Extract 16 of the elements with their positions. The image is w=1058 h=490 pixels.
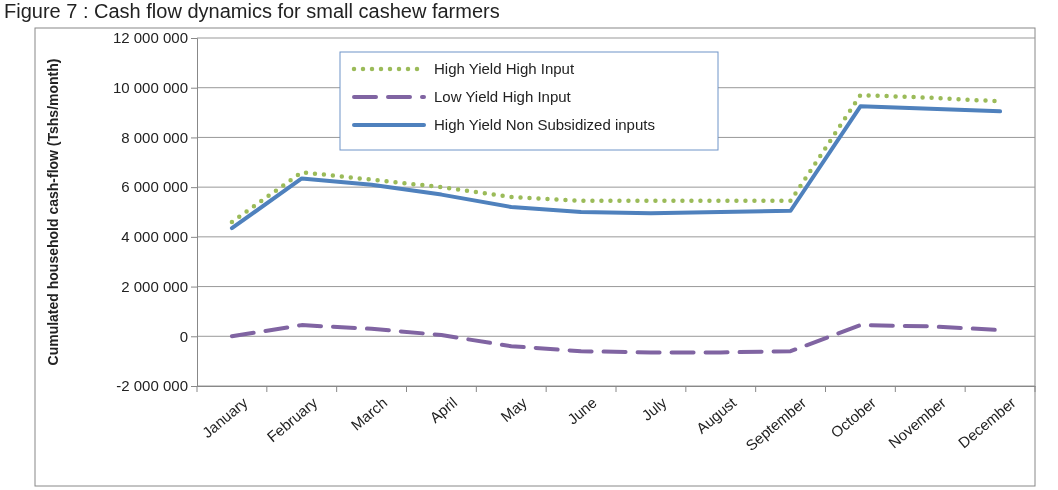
y-tick-label: 8 000 000 <box>121 128 188 146</box>
legend-label: High Yield Non Subsidized inputs <box>434 116 655 133</box>
y-tick-label: 4 000 000 <box>121 228 188 246</box>
chart-title: Figure 7 : Cash flow dynamics for small cashew farmers <box>4 0 500 22</box>
y-tick-label: 10 000 000 <box>112 79 188 97</box>
y-tick-label: 2 000 000 <box>121 277 188 295</box>
y-tick-label: 12 000 000 <box>112 29 188 47</box>
x-tick-label: June <box>563 393 600 428</box>
legend-label: Low Yield High Input <box>434 88 572 105</box>
y-tick-label: 6 000 000 <box>121 178 188 196</box>
x-tick-label: May <box>497 393 531 425</box>
y-axis-title: Cumulated household cash-flow (Tshs/month) <box>45 58 61 366</box>
y-tick-label: -2 000 000 <box>116 377 188 395</box>
y-tick-label: 0 <box>179 327 188 345</box>
legend-label: High Yield High Input <box>434 60 575 77</box>
x-tick-label: July <box>638 393 670 424</box>
